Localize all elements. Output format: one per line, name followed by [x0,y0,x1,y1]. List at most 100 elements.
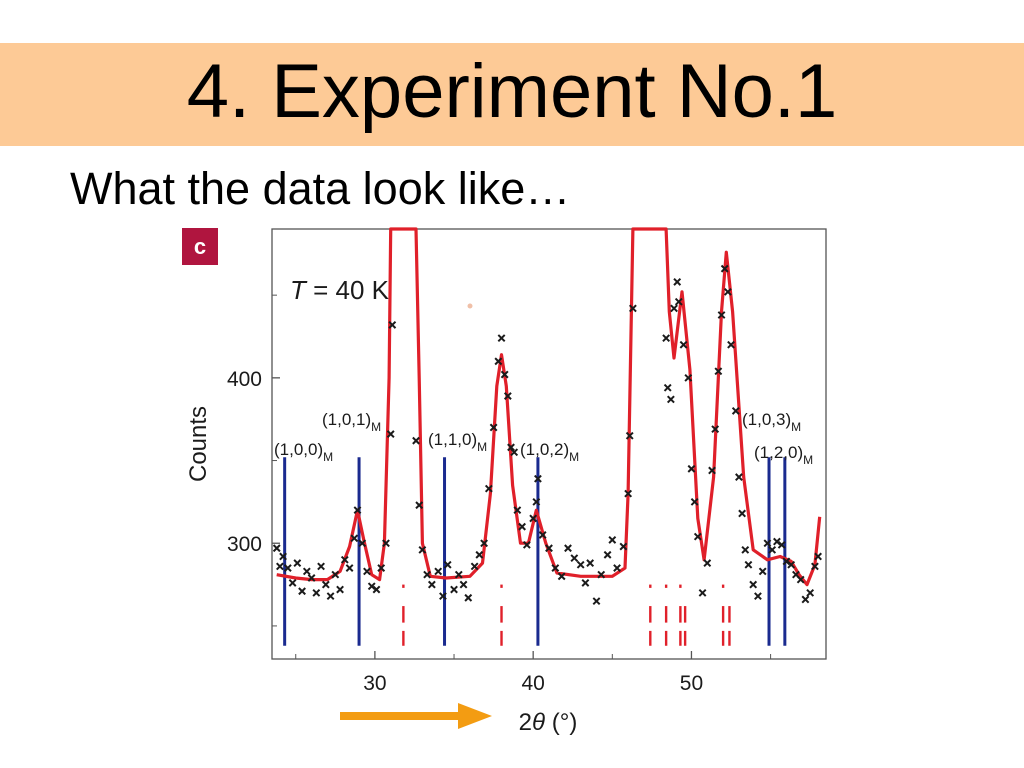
data-point [796,575,805,584]
data-point [768,545,777,554]
data-point [782,557,791,566]
data-point [564,544,572,553]
data-point [288,579,297,587]
data-point [532,497,541,506]
data-point [545,544,553,553]
y-tick-label: 400 [227,368,262,391]
x-tick-label: 40 [521,672,544,695]
data-point [427,580,436,589]
data-point [673,278,682,286]
data-point [811,562,819,571]
data-point [551,564,560,572]
data-point [787,560,796,569]
data-point [434,567,443,576]
data-points [272,264,822,606]
data-point [302,567,311,576]
data-point [484,484,493,493]
data-point [666,395,675,404]
data-point [758,567,767,576]
data-point [693,532,702,541]
data-point [283,564,292,572]
data-point [518,522,526,531]
reflection-label: (1,1,0)M [428,430,487,454]
data-point [307,574,316,582]
data-point [679,340,688,349]
slide-subtitle: What the data look like… [70,163,571,214]
data-point [412,436,420,445]
x-tick-label: 30 [363,672,386,695]
arrow-head-icon [458,703,492,729]
reflection-label: (1,0,0)M [274,440,333,464]
data-point [613,564,621,572]
data-point [731,407,740,415]
data-point [423,570,432,579]
data-point [625,431,634,440]
data-point [711,425,720,434]
data-point [497,334,506,343]
temperature-label: T = 40 K [290,275,390,305]
y-tick-label: 300 [227,533,262,556]
data-point [510,448,519,457]
data-point [464,593,473,602]
data-point [317,562,325,571]
data-point [522,540,531,549]
data-point [293,559,302,567]
data-point [439,592,447,601]
data-point [386,430,395,438]
data-point [489,423,498,432]
data-point [443,560,452,569]
plot-area-border [271,228,827,660]
data-point [418,545,427,554]
data-point [345,564,354,572]
data-point [744,560,753,569]
data-point [529,514,538,523]
data-point [576,560,585,569]
speck [467,303,473,309]
data-point [350,534,359,543]
slide-title: 4. Experiment No.1 [186,48,838,134]
reflection-label: (1,2,0)M [754,443,813,467]
data-point [814,552,822,561]
data-point [503,392,512,400]
data-point [628,304,637,313]
data-point [690,497,699,506]
data-point [670,304,678,313]
data-point [480,539,489,548]
reflection-labels: (1,0,0)M (1,0,1)M (1,1,0)M (1,0,2)M (1,0,3)M… [274,410,813,467]
data-point [459,580,468,589]
data-point [494,357,503,366]
data-point [608,536,617,544]
data-point [749,580,758,589]
data-point [806,588,815,597]
reflection-lines [283,457,787,646]
data-point [388,321,397,329]
reflection-label: (1,0,2)M [520,440,579,464]
fit-curve [276,227,822,587]
title-band: 4. Experiment No.1 [0,43,1024,146]
y-axis-label: Counts [185,406,212,482]
data-point [703,559,712,567]
data-point [377,564,386,572]
data-point [336,585,344,594]
data-point [581,579,590,587]
data-point [454,570,463,579]
data-point [684,373,693,382]
data-point [586,559,595,567]
data-point [597,570,606,579]
data-point [500,370,509,379]
data-point [763,539,772,548]
data-point [717,311,726,319]
data-point [321,580,330,589]
data-point [353,506,362,515]
data-point [735,473,743,481]
data-point [698,588,707,597]
arrow-shaft [340,712,460,720]
data-point [603,550,612,559]
data-point [363,567,371,576]
data-point [538,531,547,539]
data-point [470,562,479,571]
data-point [663,383,672,392]
data-point [738,509,747,518]
data-point [714,367,723,376]
